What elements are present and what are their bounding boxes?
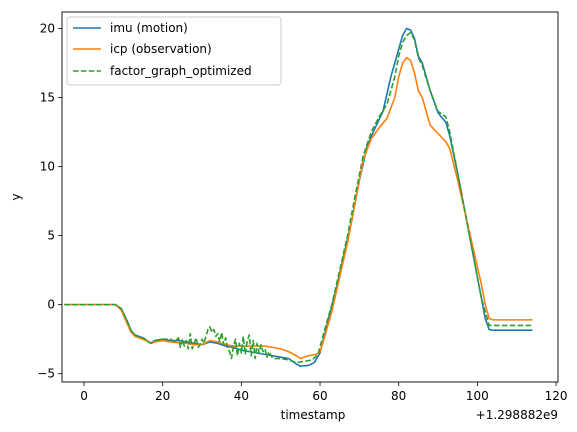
y-tick-label: 10	[40, 160, 55, 174]
legend: imu (motion) icp (observation) factor_gr…	[66, 16, 282, 86]
x-axis-offset-label: +1.298882e9	[476, 408, 558, 422]
x-axis-ticks: 0 20 40 60 80 100 120	[80, 382, 567, 403]
y-axis-label: y	[9, 193, 23, 200]
y-tick-label: 0	[47, 298, 55, 312]
series-layer	[64, 27, 533, 367]
y-tick-label: 15	[40, 91, 55, 105]
legend-label-icp: icp (observation)	[110, 42, 212, 56]
legend-box	[66, 16, 282, 86]
plot-frame	[61, 11, 559, 383]
legend-label-factor-graph: factor_graph_optimized	[110, 64, 252, 78]
y-tick-label: 5	[47, 229, 55, 243]
x-tick-label: 120	[545, 389, 568, 403]
x-tick-label: 0	[80, 389, 88, 403]
x-tick-label: 100	[466, 389, 489, 403]
x-tick-label: 40	[234, 389, 249, 403]
x-tick-label: 20	[155, 389, 170, 403]
legend-label-imu: imu (motion)	[110, 21, 188, 35]
series-line-factor-graph	[64, 31, 533, 364]
y-axis-ticks: −5 0 5 10 15 20	[37, 22, 62, 381]
series-line-imu	[64, 27, 533, 367]
y-tick-label: −5	[37, 367, 55, 381]
x-axis-label: timestamp	[281, 408, 346, 422]
y-tick-label: 20	[40, 22, 55, 36]
x-tick-label: 80	[391, 389, 406, 403]
x-tick-label: 60	[312, 389, 327, 403]
